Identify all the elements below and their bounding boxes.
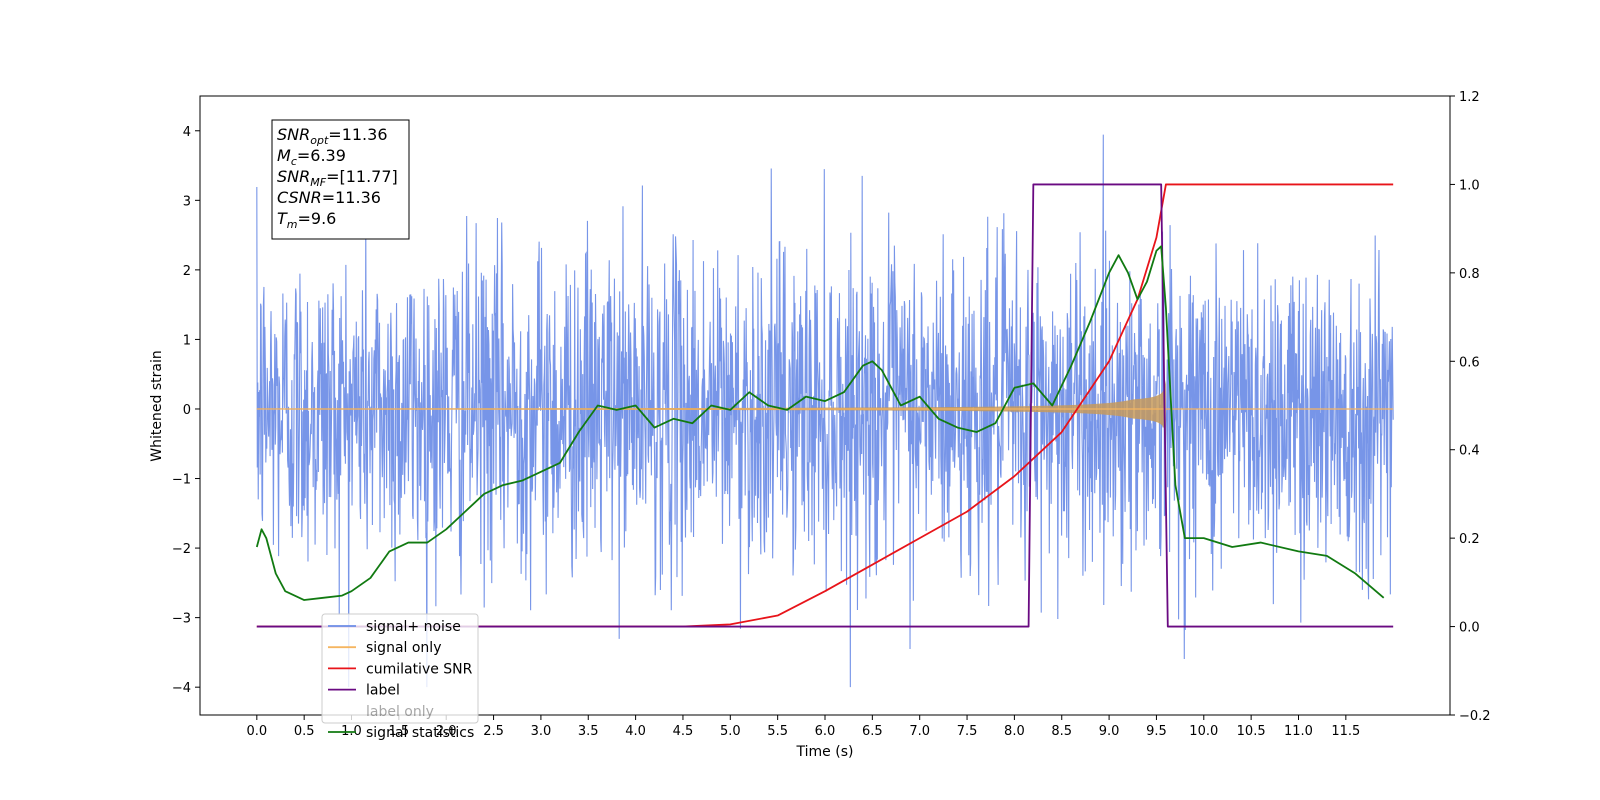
x-tick-label: 8.0 <box>1004 724 1025 739</box>
info-line: SNRMF=[11.77] <box>277 167 398 189</box>
series-signal-noise-line <box>256 134 1394 688</box>
y-axis-left: −4 −3 −2 −1 0 1 2 3 4 <box>172 125 200 696</box>
info-box-frame <box>271 119 410 240</box>
y-right-tick-label: 0.2 <box>1459 532 1480 547</box>
y-right-tick-label: 1.2 <box>1459 90 1480 105</box>
legend-entry-label: cumilative SNR <box>366 661 473 677</box>
series-signal-statistics-line <box>255 245 1385 601</box>
y-left-tick-label: 3 <box>183 194 191 209</box>
y-left-tick-label: −3 <box>172 612 191 627</box>
x-tick-label: 10.0 <box>1189 724 1218 739</box>
x-tick-label: 2.0 <box>436 724 457 739</box>
y-axis-right: −0.2 0.0 0.2 0.4 0.6 0.8 1.0 1.2 <box>1450 90 1491 724</box>
x-tick-label: 7.5 <box>957 724 978 739</box>
x-tick-label: 9.0 <box>1099 724 1120 739</box>
info-line: CSNR=11.36 <box>277 188 381 207</box>
info-line: Mc=6.39 <box>277 146 346 168</box>
x-axis-label: Time (s) <box>796 744 854 760</box>
y-right-tick-label: 0.8 <box>1459 267 1480 282</box>
x-tick-label: 3.0 <box>531 724 552 739</box>
legend-entry-label: label <box>366 683 400 699</box>
info-annotation-box: SNRopt=11.36Mc=6.39SNRMF=[11.77]CSNR=11.… <box>271 119 410 240</box>
y-left-tick-label: 2 <box>183 264 191 279</box>
x-tick-label: 5.5 <box>767 724 788 739</box>
x-tick-label: 0.5 <box>294 724 315 739</box>
x-tick-label: 11.5 <box>1331 724 1360 739</box>
y-right-tick-label: 0.4 <box>1459 444 1480 459</box>
x-tick-label: 9.5 <box>1146 724 1167 739</box>
y-left-tick-label: 0 <box>183 403 191 418</box>
y-left-tick-label: −2 <box>172 542 191 557</box>
plot-area <box>255 134 1394 688</box>
x-tick-label: 3.5 <box>578 724 599 739</box>
x-tick-label: 8.5 <box>1051 724 1072 739</box>
x-tick-label: 11.0 <box>1284 724 1313 739</box>
y-axis-label: Whitened strain <box>149 350 165 461</box>
legend-frame <box>321 613 479 724</box>
x-tick-label: 10.5 <box>1237 724 1266 739</box>
y-right-tick-label: 0.0 <box>1459 621 1480 636</box>
x-tick-label: 4.5 <box>673 724 694 739</box>
legend-entry-label: signal statistics <box>366 725 474 741</box>
y-left-tick-label: −4 <box>172 681 191 696</box>
legend-entry-label: signal+ noise <box>366 619 461 635</box>
x-tick-label: 6.5 <box>862 724 883 739</box>
y-right-tick-label: 0.6 <box>1459 355 1480 370</box>
info-line: Tm=9.6 <box>277 209 336 231</box>
x-tick-label: 2.5 <box>483 724 504 739</box>
legend-entry-label: label only <box>366 704 434 720</box>
x-axis: 0.0 0.5 1.0 1.5 2.0 2.5 3.0 3.5 4.0 4.5 5.0 5.5 6.0 6… <box>246 715 1360 739</box>
series-layer <box>255 134 1394 688</box>
y-right-tick-label: 1.0 <box>1459 178 1480 193</box>
x-tick-label: 6.0 <box>815 724 836 739</box>
x-tick-label: 5.0 <box>720 724 741 739</box>
y-left-tick-label: −1 <box>172 473 191 488</box>
info-line: SNRopt=11.36 <box>277 125 388 147</box>
legend: signal+ noise signal only cumilative SNR la… <box>321 613 479 741</box>
legend-entry-label: signal only <box>366 640 441 656</box>
x-tick-label: 4.0 <box>625 724 646 739</box>
x-tick-label: 0.0 <box>246 724 267 739</box>
y-left-tick-label: 4 <box>183 125 191 140</box>
y-left-tick-label: 1 <box>183 333 191 348</box>
x-tick-label: 7.0 <box>909 724 930 739</box>
series-label-line <box>256 183 1394 628</box>
x-tick-label: 1.5 <box>389 724 410 739</box>
y-right-tick-label: −0.2 <box>1459 709 1491 724</box>
